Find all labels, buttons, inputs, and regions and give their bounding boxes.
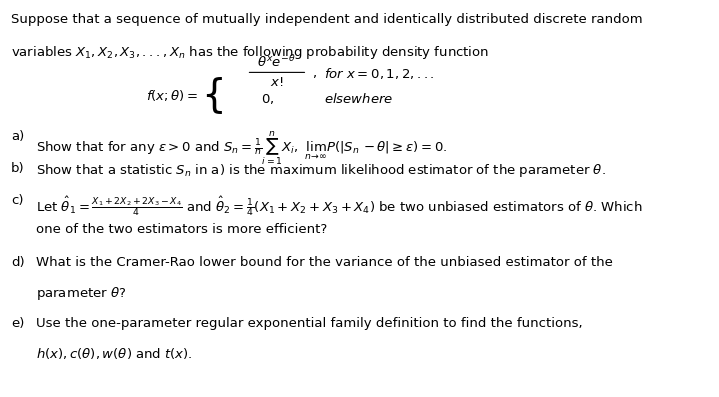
Text: Let $\hat{\theta}_1 = \frac{X_1 + 2X_2 + 2X_3 - X_4}{4}$ and $\hat{\theta}_2 = \: Let $\hat{\theta}_1 = \frac{X_1 + 2X_2 +… xyxy=(36,194,643,218)
Text: one of the two estimators is more efficient?: one of the two estimators is more effici… xyxy=(36,224,327,236)
Text: ,: , xyxy=(313,67,316,80)
Text: What is the Cramer-Rao lower bound for the variance of the unbiased estimator of: What is the Cramer-Rao lower bound for t… xyxy=(36,256,613,269)
Text: Show that a statistic $S_n$ in a) is the maximum likelihood estimator of the par: Show that a statistic $S_n$ in a) is the… xyxy=(36,162,606,179)
Text: parameter $\theta$?: parameter $\theta$? xyxy=(36,285,127,302)
Text: $\mathit{elsewhere}$: $\mathit{elsewhere}$ xyxy=(324,92,394,106)
Text: $\mathit{for}\ x = 0, 1, 2, ...$: $\mathit{for}\ x = 0, 1, 2, ...$ xyxy=(324,66,435,81)
Text: variables $X_1, X_2, X_3, ..., X_n$ has the following probability density functi: variables $X_1, X_2, X_3, ..., X_n$ has … xyxy=(11,44,489,61)
Text: $0,$: $0,$ xyxy=(261,92,274,106)
Text: e): e) xyxy=(11,317,24,330)
Text: b): b) xyxy=(11,162,24,175)
Text: $h(x), c(\theta), w(\theta)$ and $t(x)$.: $h(x), c(\theta), w(\theta)$ and $t(x)$. xyxy=(36,346,193,361)
Text: $x!$: $x!$ xyxy=(270,75,284,89)
Text: d): d) xyxy=(11,256,24,269)
Text: $f(x;\theta) =$: $f(x;\theta) =$ xyxy=(145,88,198,103)
Text: c): c) xyxy=(11,194,24,207)
Text: Use the one-parameter regular exponential family definition to find the function: Use the one-parameter regular exponentia… xyxy=(36,317,583,330)
Text: $\theta^x e^{-\theta}$: $\theta^x e^{-\theta}$ xyxy=(257,54,296,69)
Text: $\{$: $\{$ xyxy=(201,75,223,116)
Text: a): a) xyxy=(11,129,24,143)
Text: Suppose that a sequence of mutually independent and identically distributed disc: Suppose that a sequence of mutually inde… xyxy=(11,13,643,26)
Text: Show that for any $\varepsilon > 0$ and $S_n = \frac{1}{n}\sum_{i=1}^{n} X_i,\ \: Show that for any $\varepsilon > 0$ and … xyxy=(36,129,448,168)
